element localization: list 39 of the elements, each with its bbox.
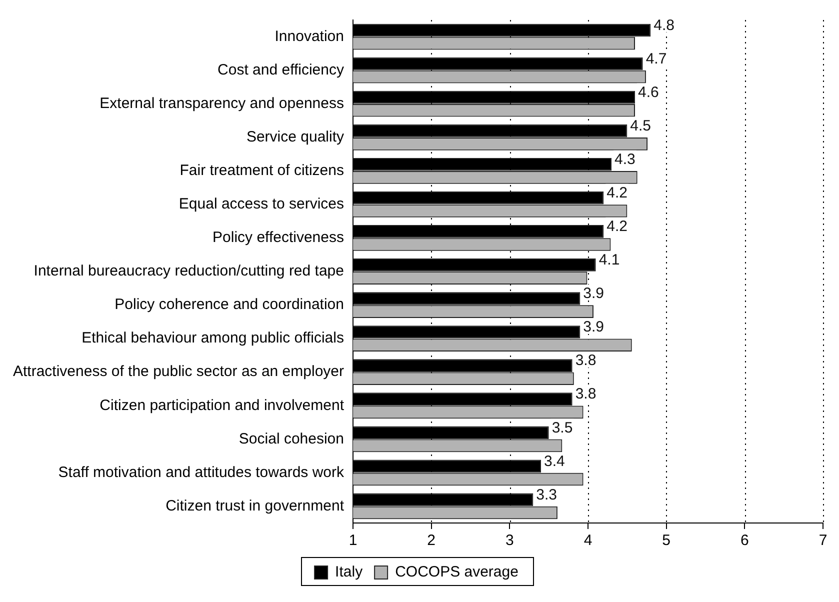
y-tick-label: Cost and efficiency xyxy=(218,61,344,78)
y-tick-label: Innovation xyxy=(274,28,344,45)
data-label: 4.5 xyxy=(630,117,652,134)
data-label: 4.8 xyxy=(654,16,675,34)
data-label: 3.8 xyxy=(575,386,596,403)
y-tick-label: Citizen participation and involvement xyxy=(100,396,345,414)
data-label: 3.5 xyxy=(552,419,573,436)
y-tick-label: External transparency and openness xyxy=(100,94,344,112)
y-tick-label: Attractiveness of the public sector as an employer xyxy=(12,363,344,380)
y-tick-label: Fair treatment of citizens xyxy=(180,162,344,180)
data-label: 4.1 xyxy=(598,252,620,269)
y-tick-label: Equal access to services xyxy=(178,196,344,213)
data-label: 3.8 xyxy=(575,352,596,370)
x-tick-label: 4 xyxy=(584,532,592,550)
data-label: 3.9 xyxy=(583,318,604,336)
y-tick-label: Policy coherence and coordination xyxy=(114,296,344,314)
x-tick-label: 5 xyxy=(662,532,671,550)
data-label: 3.4 xyxy=(544,452,565,470)
y-tick-label: Ethical behaviour among public officials xyxy=(82,330,344,347)
data-label: 4.2 xyxy=(606,184,628,202)
data-label: 4.3 xyxy=(614,151,636,168)
x-tick-label: 7 xyxy=(818,532,828,550)
y-tick-label: Staff motivation and attitudes towards work xyxy=(58,464,344,481)
data-label: 3.3 xyxy=(536,486,558,504)
data-label: 4.6 xyxy=(638,84,659,101)
x-tick-label: 1 xyxy=(348,532,358,550)
data-label: 4.7 xyxy=(646,50,667,68)
y-tick-label: Citizen trust in government xyxy=(166,497,345,514)
y-tick-label: Social cohesion xyxy=(238,430,344,448)
x-tick-label: 2 xyxy=(427,532,436,550)
y-tick-label: Policy effectiveness xyxy=(212,229,344,246)
y-tick-label: Service quality xyxy=(246,128,344,146)
legend-label: Italy xyxy=(335,564,364,581)
x-tick-label: 6 xyxy=(740,532,749,550)
y-tick-label: Internal bureaucracy reduction/cutting red tape xyxy=(34,262,344,280)
data-label: 3.9 xyxy=(583,285,604,302)
data-label: 4.2 xyxy=(606,218,628,236)
legend-label: COCOPS average xyxy=(395,564,518,581)
x-tick-label: 3 xyxy=(505,532,514,550)
